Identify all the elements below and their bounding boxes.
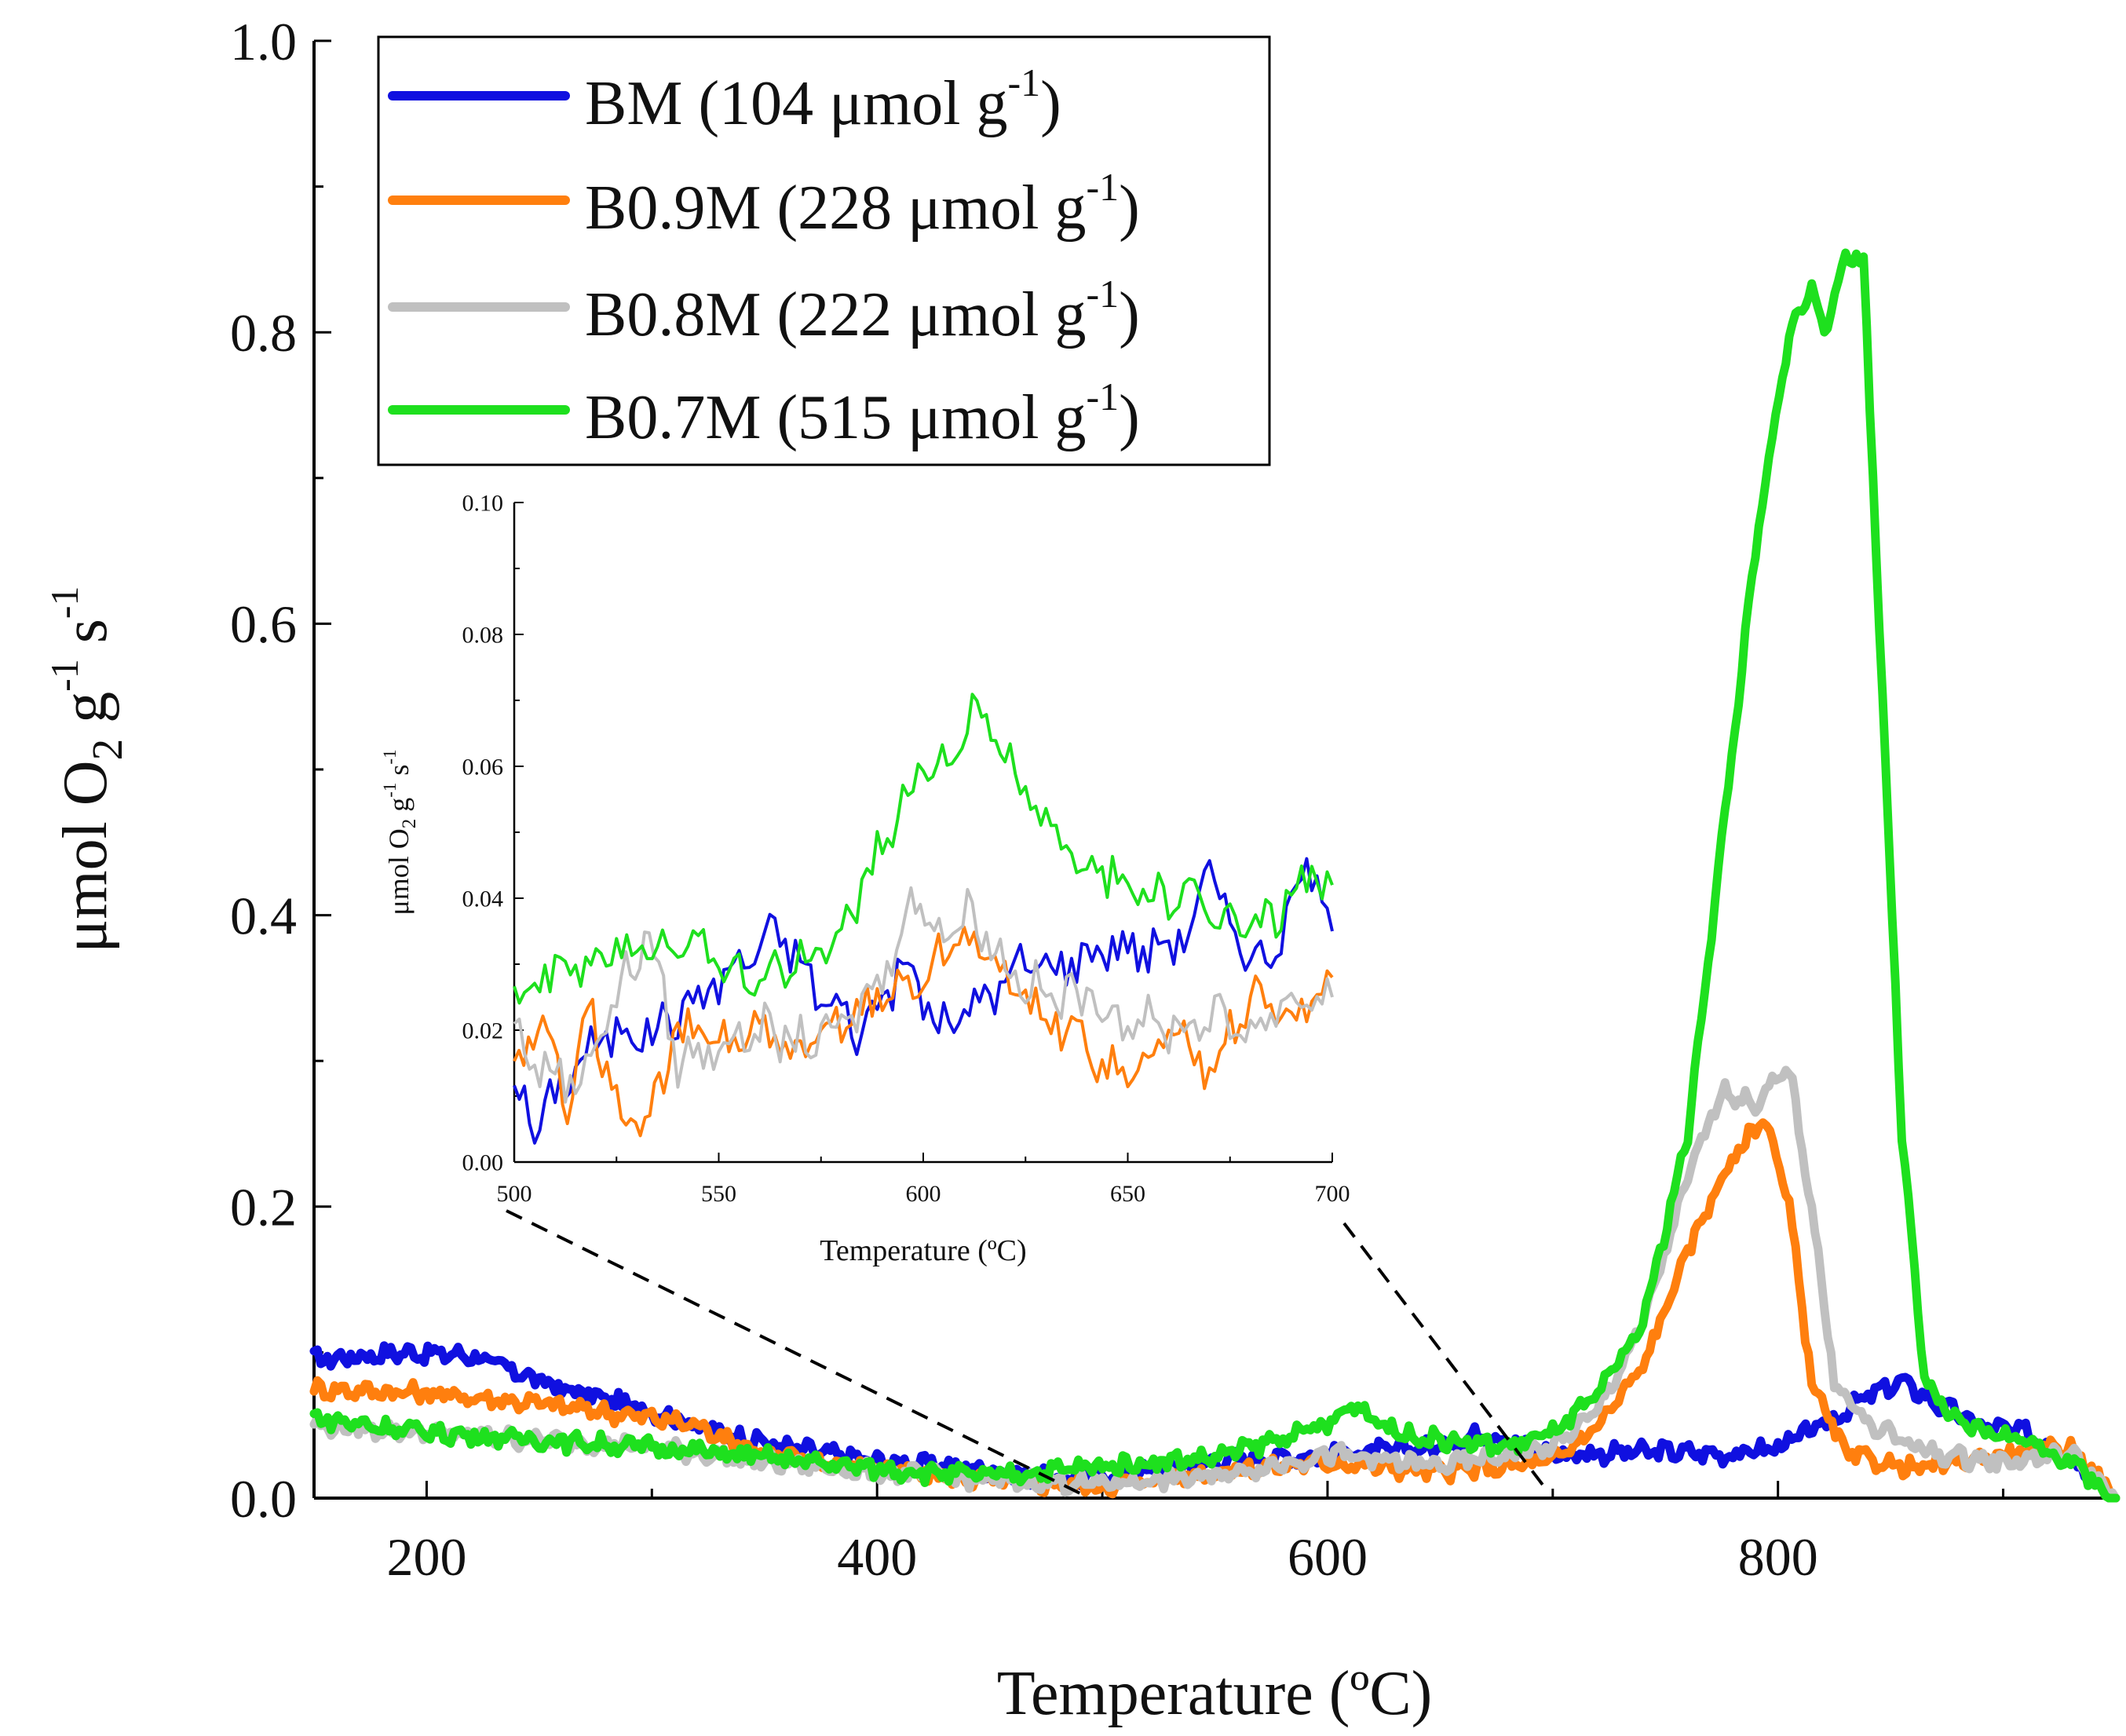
- x-tick-label-1: 400: [837, 1527, 917, 1587]
- inset-series-line-b08m: [513, 886, 1334, 1104]
- inset-y-axis-label: μmol O2 g-1 s-1: [380, 749, 420, 915]
- inset-series-line-b07m: [513, 693, 1334, 1005]
- x-axis-label: Temperature (ºC): [997, 1659, 1433, 1728]
- inset-background: [514, 503, 1332, 1162]
- inset-series-line-bm: [513, 857, 1334, 1145]
- y-axis-label: μmol O2 g-1 s-1: [42, 586, 131, 952]
- inset-y-tick-label-1: 0.02: [462, 1018, 504, 1044]
- legend-label-bm: BM (104 μmol g-1): [585, 60, 1061, 138]
- y-ticks: 0.0 0.2 0.4 0.6 0.8 1.0: [230, 12, 331, 1529]
- legend-label-b09m: B0.9M (228 μmol g-1): [585, 165, 1140, 243]
- legend-label-b08m: B0.8M (222 μmol g-1): [585, 272, 1140, 349]
- inset-y-tick-label-0: 0.00: [462, 1150, 504, 1176]
- y-tick-label-3: 0.6: [230, 594, 297, 654]
- legend-label-b07m: B0.7M (515 μmol g-1): [585, 375, 1140, 452]
- series-lines: [309, 248, 2121, 1503]
- inset-y-ticks: 0.00 0.02 0.04 0.06 0.08 0.10: [462, 491, 524, 1176]
- x-tick-label-2: 600: [1288, 1527, 1368, 1587]
- y-tick-label-1: 0.2: [230, 1178, 297, 1237]
- x-tick-label-0: 200: [386, 1527, 466, 1587]
- inset-series-lines: [513, 693, 1334, 1145]
- inset-chart: 0.00 0.02 0.04 0.06 0.08 0.10 500 550 600 650 700…: [380, 491, 1350, 1268]
- x-ticks: 200 400 600 800: [386, 1481, 2005, 1587]
- y-tick-label-5: 1.0: [230, 12, 297, 71]
- inset-x-tick-label-3: 650: [1110, 1181, 1145, 1207]
- series-line-b07m: [309, 248, 2121, 1503]
- inset-y-tick-label-5: 0.10: [462, 491, 504, 517]
- legend-item-b09m: B0.9M (228 μmol g-1): [388, 165, 1140, 243]
- inset-x-ticks: 500 550 600 650 700: [497, 1153, 1350, 1207]
- inset-series-line-b09m: [513, 925, 1334, 1138]
- inset-x-tick-label-2: 600: [906, 1181, 941, 1207]
- inset-y-tick-label-4: 0.08: [462, 623, 504, 649]
- y-tick-label-0: 0.0: [230, 1469, 297, 1529]
- zoom-connector-left: [506, 1209, 1086, 1497]
- y-tick-label-2: 0.4: [230, 886, 297, 945]
- inset-x-axis-label: Temperature (ºC): [820, 1234, 1026, 1267]
- inset-x-tick-label-0: 500: [497, 1181, 532, 1207]
- legend-box: [377, 35, 1271, 466]
- y-tick-label-4: 0.8: [230, 303, 297, 363]
- legend-item-bm: BM (104 μmol g-1): [388, 60, 1061, 138]
- inset-y-tick-label-2: 0.04: [462, 886, 504, 912]
- legend: BM (104 μmol g-1) B0.9M (228 μmol g-1) B…: [377, 35, 1271, 466]
- legend-item-b07m: B0.7M (515 μmol g-1): [388, 375, 1140, 452]
- inset-x-tick-label-4: 700: [1315, 1181, 1350, 1207]
- x-tick-label-3: 800: [1738, 1527, 1818, 1587]
- inset-x-tick-label-1: 550: [701, 1181, 736, 1207]
- inset-y-tick-label-3: 0.06: [462, 755, 504, 780]
- legend-item-b08m: B0.8M (222 μmol g-1): [388, 272, 1140, 349]
